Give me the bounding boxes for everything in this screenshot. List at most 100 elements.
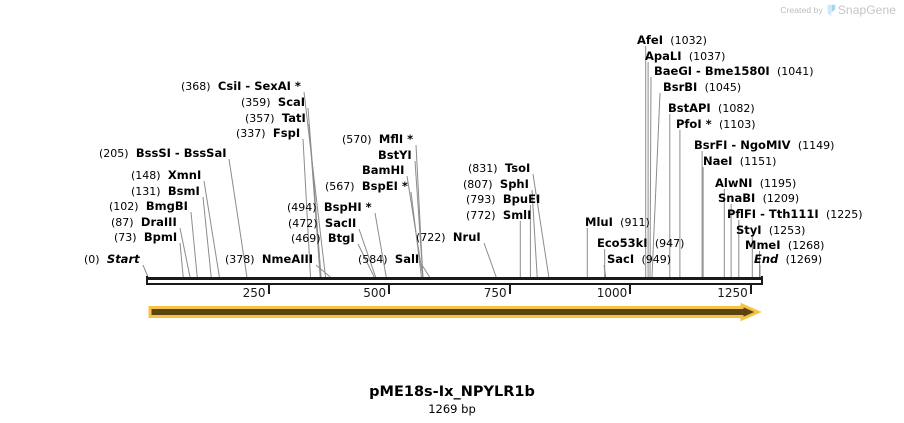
site-enzyme-bstYI: BstYI <box>378 148 412 162</box>
site-label-smlI[interactable]: (772) SmlI <box>466 209 531 222</box>
leader-line-bmgBI <box>190 211 198 278</box>
site-label-mmeI[interactable]: MmeI (1268) <box>745 239 825 252</box>
leader-line-bssSI <box>228 158 248 278</box>
site-label-bamHI[interactable]: BamHI <box>362 164 404 177</box>
site-enzyme-salI: SalI <box>394 252 420 266</box>
site-enzyme-nruI: NruI <box>452 230 481 244</box>
site-enzyme-afeI: AfeI <box>637 33 663 47</box>
snapgene-logo-icon: SnapGene <box>827 3 896 17</box>
site-label-bstAPI[interactable]: BstAPI (1082) <box>668 102 755 115</box>
site-label-baeGI[interactable]: BaeGI - Bme1580I (1041) <box>654 65 814 78</box>
site-label-afeI[interactable]: AfeI (1032) <box>637 33 707 47</box>
site-label-sacI[interactable]: SacI (949) <box>607 252 672 266</box>
site-position-bsmI: (131) <box>131 185 161 198</box>
site-label-xmnI[interactable]: (148) XmnI <box>131 168 202 182</box>
site-position-sacI: (949) <box>641 253 672 266</box>
backbone-cap-left <box>146 276 148 285</box>
site-enzyme-sacI: SacI <box>607 252 635 266</box>
leader-line-nruI <box>483 242 497 278</box>
site-enzyme-nmeAIII: NmeAIII <box>261 252 314 266</box>
site-label-styI[interactable]: StyI (1253) <box>736 224 806 237</box>
site-position-styI: (1253) <box>768 224 806 237</box>
site-label-bsrFI[interactable]: BsrFI - NgoMIV (1149) <box>694 139 835 152</box>
site-label-bspEI[interactable]: (567) BspEI * <box>325 180 408 193</box>
site-position-mmeI: (1268) <box>787 239 825 252</box>
site-position-bmgBI: (102) <box>109 200 139 213</box>
site-position-nruI: (722) <box>416 231 446 244</box>
site-label-tatI[interactable]: (357) TatI <box>245 111 306 125</box>
site-label-eco53kI[interactable]: Eco53kI (947) <box>597 237 685 250</box>
site-enzyme-scaI: ScaI <box>277 95 306 109</box>
site-position-fspI: (337) <box>236 127 266 140</box>
site-label-fspI[interactable]: (337) FspI <box>236 127 300 140</box>
ruler-tick-250 <box>267 285 270 294</box>
site-position-sacII: (472) <box>288 217 318 230</box>
site-label-bsrBI[interactable]: BsrBI (1045) <box>663 81 742 94</box>
site-position-eco53kI: (947) <box>654 237 685 250</box>
site-position-bssSI: (205) <box>99 147 129 160</box>
site-label-bmgBI[interactable]: (102) BmgBI <box>109 200 188 213</box>
site-enzyme-tatI: TatI <box>281 111 306 125</box>
site-label-naeI[interactable]: NaeI (1151) <box>703 155 777 168</box>
site-label-sacII[interactable]: (472) SacII <box>288 216 357 230</box>
site-label-snaBI[interactable]: SnaBI (1209) <box>718 192 800 205</box>
site-enzyme-xmnI: XmnI <box>167 168 202 182</box>
site-position-snaBI: (1209) <box>762 192 800 205</box>
ruler-label-250: 250 <box>242 286 266 300</box>
site-position-bsrBI: (1045) <box>704 81 742 94</box>
backbone-strand-bottom <box>146 282 762 285</box>
site-label-tsoI[interactable]: (831) TsoI <box>468 161 531 175</box>
site-label-bspHI[interactable]: (494) BspHI * <box>287 200 372 214</box>
site-label-bssSI[interactable]: (205) BssSI - BssSaI <box>99 147 226 160</box>
site-label-mluI[interactable]: MluI (911) <box>585 216 650 229</box>
leader-line-tsoI <box>532 173 550 278</box>
site-label-csiI[interactable]: (368) CsiI - SexAI * <box>181 80 301 93</box>
site-position-scaI: (359) <box>241 96 271 109</box>
leader-line-bsrBI <box>651 92 661 278</box>
leader-line-csiI <box>303 91 326 278</box>
site-position-bpmI: (73) <box>114 231 137 244</box>
site-position-alwNI: (1195) <box>759 177 797 190</box>
site-label-pfoI[interactable]: PfoI * (1103) <box>676 118 756 131</box>
ruler-label-500: 500 <box>363 286 387 300</box>
site-label-draIII[interactable]: (87) DraIII <box>111 215 177 229</box>
site-label-apaLI[interactable]: ApaLI (1037) <box>645 50 725 63</box>
site-position-pflFI: (1225) <box>826 208 863 221</box>
site-enzyme-tsoI: TsoI <box>504 161 531 175</box>
site-enzyme-draIII: DraIII <box>140 215 177 229</box>
site-label-bsmI[interactable]: (131) BsmI <box>131 185 200 198</box>
site-position-csiI: (368) <box>181 80 211 93</box>
site-label-salI[interactable]: (584) SalI <box>358 252 420 266</box>
site-label-btgI[interactable]: (469) BtgI <box>291 232 355 245</box>
backbone-strand-top <box>146 277 762 280</box>
site-enzyme-pflFI: PflFI - Tth111I <box>727 207 819 221</box>
site-enzyme-sacII: SacII <box>324 216 357 230</box>
site-label-scaI[interactable]: (359) ScaI <box>241 95 306 109</box>
site-label-mflI[interactable]: (570) MflI * <box>342 133 413 146</box>
sequence-marker-start[interactable]: (0) Start <box>84 252 140 266</box>
site-label-bpmI[interactable]: (73) BpmI <box>114 231 177 244</box>
ruler-label-1000: 1000 <box>596 286 628 300</box>
site-enzyme-sphI: SphI <box>499 177 529 191</box>
site-enzyme-bspHI: BspHI * <box>323 200 372 214</box>
site-label-bstYI[interactable]: BstYI <box>378 148 412 162</box>
sequence-marker-end[interactable]: End (1269) <box>754 252 823 266</box>
site-position-bspEI: (567) <box>325 180 355 193</box>
site-label-nmeAIII[interactable]: (378) NmeAIII <box>225 252 314 266</box>
site-position-bspHI: (494) <box>287 201 317 214</box>
site-position-nmeAIII: (378) <box>225 253 255 266</box>
site-label-sphI[interactable]: (807) SphI <box>463 177 529 191</box>
site-label-pflFI[interactable]: PflFI - Tth111I (1225) <box>727 207 863 221</box>
leader-line-tatI <box>308 123 321 278</box>
site-position-bsrFI: (1149) <box>797 139 835 152</box>
site-position-naeI: (1151) <box>739 155 777 168</box>
site-label-nruI[interactable]: (722) NruI <box>416 230 481 244</box>
leader-line-nmeAIII <box>315 264 331 278</box>
backbone-cap-right <box>761 276 763 285</box>
site-label-alwNI[interactable]: AlwNI (1195) <box>715 177 797 190</box>
leader-line-fspI <box>302 138 311 278</box>
site-label-bpuEI[interactable]: (793) BpuEI <box>466 193 540 206</box>
leader-line-salI <box>421 264 431 278</box>
site-position-baeGI: (1041) <box>776 65 814 78</box>
feature-arrow[interactable] <box>148 302 762 322</box>
